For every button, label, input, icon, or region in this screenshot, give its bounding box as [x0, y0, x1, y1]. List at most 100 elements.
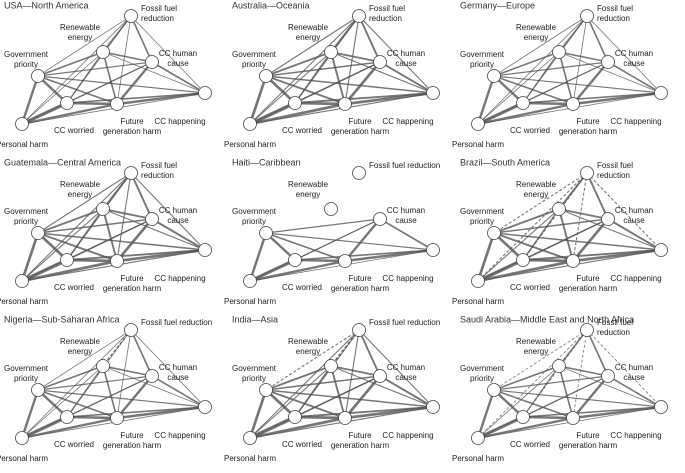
node-label: energy: [296, 347, 320, 356]
edge: [21, 365, 104, 439]
edge: [572, 91, 662, 106]
edge: [558, 208, 574, 262]
node-label: CC happening: [154, 274, 205, 283]
edge: [66, 51, 104, 104]
edge: [571, 218, 610, 262]
edge: [37, 218, 153, 234]
edge: [37, 375, 153, 391]
node: [352, 323, 366, 337]
edge: [558, 365, 662, 408]
node-label: CC human: [387, 363, 425, 372]
edge: [344, 248, 434, 263]
node-label: Personal harm: [452, 454, 504, 463]
edge: [37, 15, 132, 77]
node-label: Renewable: [516, 337, 557, 346]
node-label: priority: [242, 374, 266, 383]
node-label: Future: [576, 274, 600, 283]
edge: [558, 208, 609, 220]
edge: [37, 389, 118, 419]
node: [110, 254, 124, 268]
node: [124, 323, 138, 337]
node: [198, 400, 212, 414]
panel-title: Australia—Oceania: [232, 0, 310, 10]
node: [288, 253, 302, 267]
node-label: reduction: [597, 171, 630, 180]
edge: [116, 15, 132, 105]
node-label: Renewable: [288, 23, 329, 32]
edge: [37, 75, 118, 105]
node: [60, 253, 74, 267]
panel: India—Asia Fossil fuel reduction Renewable…: [224, 314, 440, 463]
edge: [476, 389, 496, 439]
node-label: Personal harm: [0, 454, 48, 463]
node-label: priority: [14, 60, 38, 69]
node: [566, 254, 580, 268]
node: [96, 45, 110, 59]
node-label: Renewable: [516, 180, 557, 189]
edge: [130, 15, 153, 63]
node-label: Future: [348, 274, 372, 283]
node-label: generation harm: [559, 127, 618, 136]
node-label: Future: [348, 117, 372, 126]
edge: [344, 405, 434, 420]
node-label: cause: [167, 59, 189, 68]
edge: [20, 232, 40, 282]
edge: [265, 61, 381, 77]
node: [373, 55, 387, 69]
node-label: generation harm: [331, 127, 390, 136]
edge: [330, 51, 346, 105]
node-label: Government: [232, 207, 277, 216]
node: [96, 359, 110, 373]
node: [324, 202, 338, 216]
edge: [522, 365, 560, 418]
edge: [477, 51, 560, 125]
edge: [477, 172, 588, 282]
node: [96, 202, 110, 216]
edge: [607, 61, 662, 94]
node: [31, 383, 45, 397]
edge: [558, 208, 662, 251]
edge: [21, 259, 118, 283]
node-label: energy: [296, 190, 320, 199]
edge: [151, 218, 206, 251]
panel-title: India—Asia: [232, 314, 278, 324]
node-label: CC happening: [610, 274, 661, 283]
edge: [572, 248, 662, 263]
node-label: priority: [470, 217, 494, 226]
edge: [379, 218, 434, 251]
edge: [37, 232, 118, 262]
node-label: Renewable: [288, 337, 329, 346]
edge: [116, 405, 206, 420]
panel-title: Haiti—Caribbean: [232, 157, 301, 167]
edge: [265, 218, 381, 234]
node: [124, 9, 138, 23]
edge: [130, 329, 153, 377]
edge: [558, 365, 609, 377]
node: [110, 411, 124, 425]
node-label: energy: [68, 33, 92, 42]
edge: [558, 51, 574, 105]
edge: [586, 329, 609, 377]
node: [552, 359, 566, 373]
node-label: cause: [395, 373, 417, 382]
panel-title: Germany—Europe: [460, 0, 535, 10]
edge: [248, 232, 268, 282]
node-label: energy: [524, 190, 548, 199]
edge: [249, 51, 332, 125]
edge: [265, 15, 360, 77]
edge: [37, 75, 206, 94]
node: [15, 274, 29, 288]
node-label: Government: [460, 50, 505, 59]
panel: Haiti—Caribbean Fossil fuel reduction Rene…: [224, 157, 440, 306]
node-label: priority: [470, 60, 494, 69]
panel-title: Saudi Arabia—Middle East and North Afric…: [460, 314, 634, 324]
edge: [493, 375, 609, 391]
edge: [477, 101, 524, 126]
node: [243, 117, 257, 131]
edge: [151, 61, 206, 94]
node-label: energy: [524, 33, 548, 42]
node-label: cause: [623, 216, 645, 225]
node-label: Personal harm: [224, 297, 276, 306]
node: [471, 117, 485, 131]
